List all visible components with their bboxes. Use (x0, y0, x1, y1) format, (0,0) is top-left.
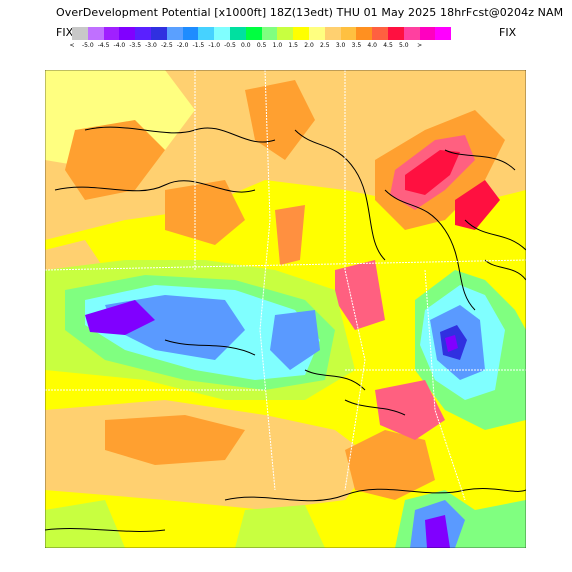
colorbar-tick-label: -4.5 (97, 42, 110, 49)
colorbar-swatch (293, 27, 309, 40)
colorbar (72, 27, 452, 40)
colorbar-swatch (356, 27, 373, 40)
colorbar-tick-label: 2.0 (304, 42, 314, 49)
colorbar-tick-label: -0.5 (224, 42, 236, 49)
colorbar-swatch (119, 27, 136, 40)
colorbar-tick-label: -4.0 (113, 42, 126, 49)
colorbar-swatch (150, 27, 167, 40)
colorbar-swatch (103, 27, 120, 40)
colorbar-swatch (166, 27, 183, 40)
colorbar-fix-right-label: FIX (499, 26, 517, 39)
colorbar-tick-label: -3.5 (129, 42, 142, 49)
colorbar-tick-label: 3.0 (335, 42, 346, 49)
field-region-orange-central (165, 180, 245, 245)
colorbar-swatch (229, 27, 246, 40)
colorbar-tick-labels: < -5.0 -4.5 -4.0 -3.5 -3.0 -2.5 -2.0 -1.5 -1.0 -0.… (69, 42, 512, 51)
colorbar-swatch (245, 27, 262, 40)
field-region-orange-se (345, 430, 435, 500)
state-boundaries (45, 70, 526, 501)
field-region-orange-north (245, 80, 315, 160)
colorbar-tick-label: -1.5 (192, 42, 205, 49)
field-region-lime-southwest (45, 500, 125, 548)
colorbar-fix-left-label: FIX (56, 26, 74, 39)
contour-lines (45, 126, 526, 532)
colorbar-tick-label: 5.0 (399, 42, 409, 49)
colorbar-swatch (403, 27, 420, 40)
field-region-purple-southeast (425, 515, 450, 548)
colorbar-swatch (87, 27, 104, 40)
field-region-blue-central (270, 310, 320, 370)
colorbar-swatch (261, 27, 278, 40)
colorbar-tick-label: -3.0 (145, 42, 157, 49)
colorbar-swatch (308, 27, 325, 40)
field-region-pink-central (335, 260, 385, 330)
colorbar-swatch (182, 27, 199, 40)
colorbar-swatch (277, 27, 294, 40)
colorbar-tick-label: 0.0 (241, 42, 251, 49)
colorbar-tick-label: < (69, 42, 75, 49)
colorbar-tick-label: 2.5 (320, 42, 330, 49)
field-region-red-east (455, 180, 500, 230)
field-region-purple-west (85, 300, 155, 335)
colorbar-swatch (72, 27, 88, 40)
field-region-pink-se (375, 380, 445, 440)
field-region-orange-streak (275, 205, 305, 265)
colorbar-tick-label: 1.0 (272, 42, 283, 49)
colorbar-swatch (135, 27, 151, 40)
colorbar-tick-label: 0.5 (256, 42, 267, 49)
colorbar-tick-label: 1.5 (288, 42, 298, 49)
colorbar-swatch (324, 27, 341, 40)
colorbar-swatch (387, 27, 404, 40)
colorbar-tick-label: -2.0 (176, 42, 189, 49)
field-region-orange-south (105, 415, 245, 465)
field-region-red-ne (405, 150, 460, 195)
field-region-purple-east (445, 335, 458, 352)
field-region-orange-nw (65, 120, 165, 200)
colorbar-swatch (435, 27, 452, 40)
overdevelopment-potential-map (45, 70, 526, 548)
colorbar-tick-label: > (417, 42, 423, 49)
colorbar-tick-label: -1.0 (208, 42, 221, 49)
field-region-lime-south (235, 505, 325, 548)
colorbar-swatch (340, 27, 357, 40)
colorbar-tick-label: 4.5 (383, 42, 393, 49)
map-title: OverDevelopment Potential [x1000ft] 18Z(… (56, 6, 564, 19)
colorbar-tick-label: -2.5 (160, 42, 173, 49)
colorbar-swatch (198, 27, 215, 40)
colorbar-swatch (372, 27, 388, 40)
colorbar-swatch (214, 27, 230, 40)
colorbar-tick-label: 3.5 (351, 42, 362, 49)
colorbar-swatch (419, 27, 436, 40)
colorbar-tick-label: 4.0 (367, 42, 377, 49)
colorbar-tick-label: -5.0 (81, 42, 94, 49)
